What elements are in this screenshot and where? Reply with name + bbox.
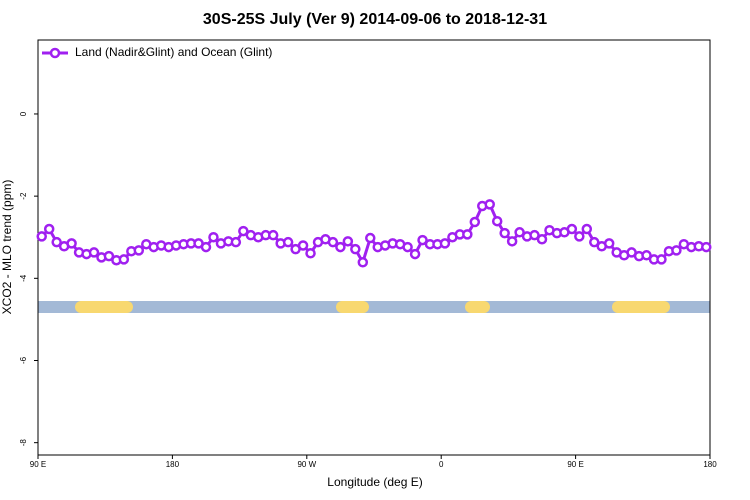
point (208, 231, 219, 243)
point (462, 229, 473, 240)
point (267, 229, 279, 241)
point (589, 236, 600, 248)
point (66, 238, 77, 249)
y-tick-label: -2 (19, 192, 28, 200)
point (603, 238, 615, 249)
x-tick-label: 0 (439, 460, 444, 469)
x-tick-label: 180 (166, 460, 180, 469)
point (566, 223, 578, 235)
point (574, 231, 585, 242)
point (103, 250, 115, 262)
point (506, 236, 518, 247)
point (282, 236, 294, 248)
point (641, 250, 652, 261)
point (133, 245, 145, 256)
point (350, 243, 361, 255)
point (529, 229, 540, 241)
x-tick-label: 90 E (30, 460, 46, 469)
x-axis-label: Longitude (deg E) (327, 475, 422, 489)
point (514, 227, 525, 238)
point (491, 215, 503, 227)
legend-label: Land (Nadir&Glint) and Ocean (Glint) (75, 45, 272, 59)
point (342, 236, 354, 247)
chart-title: 30S-25S July (Ver 9) 2014-09-06 to 2018-… (203, 11, 547, 28)
point (43, 223, 55, 235)
y-axis-label: XCO2 - MLO trend (ppm) (0, 180, 14, 315)
point (230, 236, 242, 248)
point (499, 227, 510, 239)
y-tick-label: -8 (19, 439, 28, 447)
y-tick-label: -6 (19, 356, 28, 364)
point (469, 216, 481, 228)
x-tick-label: 90 W (297, 460, 316, 469)
point (51, 236, 62, 248)
point (238, 225, 249, 237)
point (335, 241, 346, 253)
point (656, 254, 667, 265)
point (357, 257, 369, 268)
y-tick-label: -4 (19, 274, 28, 282)
point (536, 234, 548, 245)
point (439, 238, 451, 249)
point (88, 247, 100, 258)
point (701, 241, 712, 253)
point (297, 240, 309, 251)
point (409, 248, 421, 260)
point (402, 241, 413, 253)
point (200, 241, 212, 253)
point (581, 223, 593, 235)
point (417, 234, 428, 246)
y-tick-label: 0 (19, 111, 28, 116)
point (484, 199, 495, 210)
point (671, 245, 682, 256)
legend-marker (49, 47, 61, 59)
point (327, 236, 339, 248)
point (365, 232, 376, 244)
x-tick-label: 90 E (567, 460, 583, 469)
x-tick-label: 180 (703, 460, 717, 469)
point (36, 231, 47, 242)
point (305, 248, 316, 259)
point (118, 254, 130, 265)
